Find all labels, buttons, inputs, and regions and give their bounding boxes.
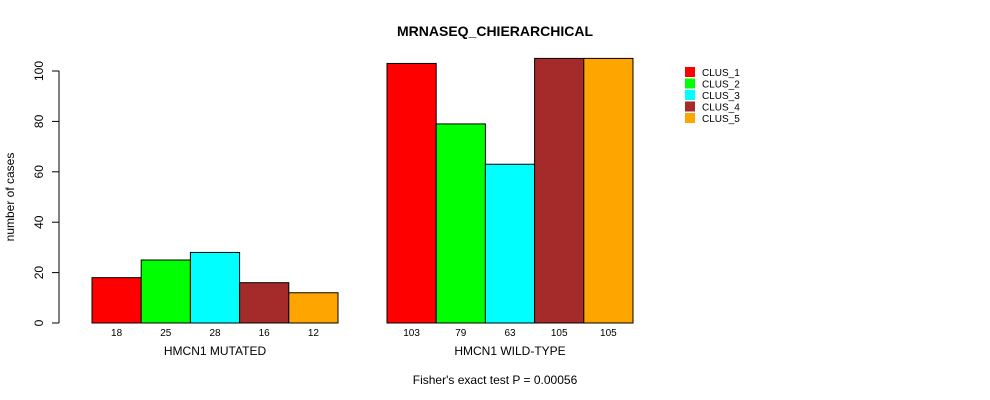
bar-clus_5 [288, 292, 339, 324]
y-tick-label: 0 [32, 319, 46, 326]
legend-label: CLUS_1 [702, 68, 740, 79]
footnote: Fisher's exact test P = 0.00056 [413, 373, 578, 387]
legend-label: CLUS_2 [702, 80, 740, 91]
legend-swatch [685, 67, 695, 77]
bar-value-label: 28 [209, 328, 221, 339]
y-tick-label: 20 [32, 266, 46, 280]
bar-clus_5 [583, 57, 634, 324]
bar-value-label: 18 [111, 328, 123, 339]
legend-label: CLUS_5 [702, 114, 740, 125]
y-tick-label: 60 [32, 165, 46, 179]
legend-swatch [685, 90, 695, 100]
group-label: HMCN1 MUTATED [164, 344, 267, 358]
bar-clus_4 [239, 282, 290, 324]
bar-value-label: 25 [160, 328, 172, 339]
bar-value-label: 105 [600, 328, 617, 339]
y-axis-label: number of cases [3, 153, 17, 242]
chart-title: MRNASEQ_CHIERARCHICAL [397, 23, 593, 39]
legend-swatch [685, 101, 695, 112]
bar-clus_4 [534, 57, 585, 324]
bar-clus_3 [189, 251, 241, 324]
bar-clus_2 [140, 259, 191, 324]
bar-clus_2 [435, 123, 486, 324]
bar-value-label: 12 [308, 328, 320, 339]
group-label: HMCN1 WILD-TYPE [454, 344, 565, 358]
legend-swatch [685, 113, 695, 123]
y-tick-label: 80 [32, 114, 46, 128]
legend-swatch [685, 78, 695, 89]
bar-clus_1 [91, 277, 142, 324]
legend-label: CLUS_3 [702, 91, 740, 102]
bar-clus_3 [484, 163, 536, 324]
legend-label: CLUS_4 [702, 103, 740, 114]
y-tick-label: 40 [32, 215, 46, 229]
bar-value-label: 79 [455, 328, 467, 339]
bar-value-label: 103 [403, 328, 420, 339]
bar-value-label: 16 [259, 328, 271, 339]
y-tick-label: 100 [32, 61, 46, 81]
bar-value-label: 105 [551, 328, 568, 339]
bar-clus_1 [386, 62, 437, 324]
bar-value-label: 63 [504, 328, 516, 339]
